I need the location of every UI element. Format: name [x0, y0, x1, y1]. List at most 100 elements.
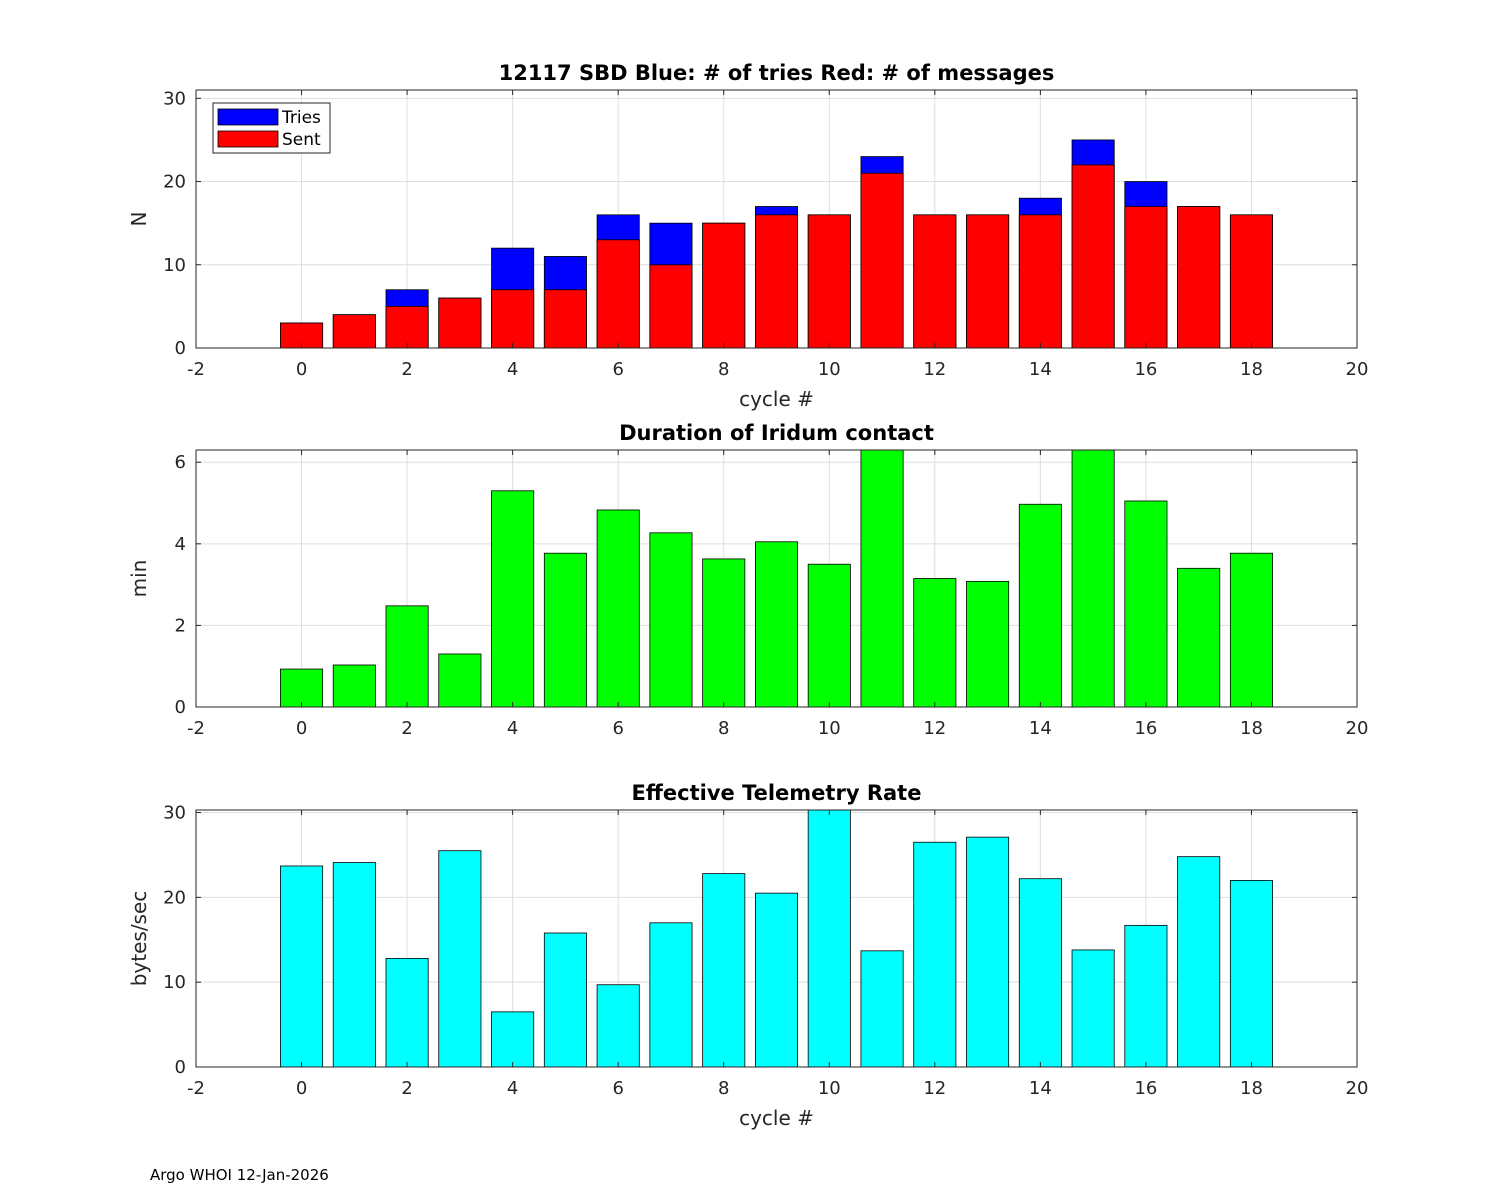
bar-rate-cycle-10	[807, 809, 851, 1068]
y-axis-label: bytes/sec	[127, 891, 151, 987]
y-axis-label: N	[127, 212, 151, 227]
x-tick-label: 0	[296, 359, 307, 380]
bar-sent-cycle-7	[649, 264, 693, 349]
y-tick-label: 6	[175, 452, 186, 473]
bar-rate-cycle-6	[596, 984, 640, 1068]
x-tick-label: 2	[401, 1078, 412, 1099]
bar-sent-cycle-2	[385, 305, 429, 349]
y-tick-label: 10	[163, 255, 186, 276]
x-tick-label: 12	[923, 359, 946, 380]
bar-sent-cycle-13	[966, 214, 1010, 349]
x-tick-label: 8	[718, 359, 729, 380]
y-axis-label: min	[127, 560, 151, 598]
y-tick-label: 0	[175, 1057, 186, 1078]
bar-duration-cycle-8	[702, 558, 746, 708]
bar-duration-cycle-1	[332, 664, 376, 708]
x-tick-label: 16	[1134, 359, 1157, 380]
bar-rate-cycle-11	[860, 950, 904, 1068]
bar-duration-cycle-7	[649, 532, 693, 708]
bar-sent-cycle-18	[1229, 214, 1273, 349]
bar-duration-cycle-18	[1229, 552, 1273, 708]
bar-rate-cycle-5	[543, 932, 587, 1068]
x-tick-label: 18	[1240, 359, 1263, 380]
bar-duration-cycle-13	[966, 580, 1010, 708]
x-tick-label: 14	[1029, 359, 1052, 380]
x-tick-label: 2	[401, 359, 412, 380]
legend-swatch-sent	[217, 130, 279, 148]
y-tick-label: 30	[163, 803, 186, 824]
bar-sent-cycle-4	[491, 289, 535, 349]
bar-rate-cycle-7	[649, 922, 693, 1068]
chart-title: Duration of Iridum contact	[619, 421, 934, 445]
y-tick-label: 10	[163, 972, 186, 993]
chart-title: 12117 SBD Blue: # of tries Red: # of mes…	[499, 61, 1055, 85]
x-tick-label: 4	[507, 1078, 518, 1099]
bar-rate-cycle-18	[1229, 879, 1273, 1068]
bar-rate-cycle-9	[754, 892, 799, 1068]
bar-sent-cycle-1	[332, 314, 376, 349]
bar-rate-cycle-13	[966, 836, 1010, 1068]
x-tick-label: 6	[612, 718, 623, 739]
bar-duration-cycle-9	[754, 541, 799, 708]
axes-box	[195, 89, 1358, 349]
bar-duration-cycle-2	[385, 605, 429, 708]
x-tick-label: 0	[296, 718, 307, 739]
bar-duration-cycle-17	[1177, 567, 1221, 708]
y-tick-label: 20	[163, 172, 186, 193]
bar-sent-cycle-3	[438, 297, 482, 349]
bar-rate-cycle-12	[913, 841, 957, 1068]
x-axis-label: cycle #	[739, 387, 814, 411]
x-tick-label: -2	[187, 718, 205, 739]
legend-label-tries: Tries	[281, 108, 321, 128]
footer-credit: Argo WHOI 12-Jan-2026	[150, 1166, 329, 1184]
bar-duration-cycle-6	[596, 509, 640, 708]
legend-label-sent: Sent	[282, 130, 321, 150]
y-tick-label: 0	[175, 697, 186, 718]
bar-sent-cycle-6	[596, 239, 640, 349]
bar-sent-cycle-17	[1177, 206, 1221, 349]
x-tick-label: 6	[612, 359, 623, 380]
x-tick-label: -2	[187, 1078, 205, 1099]
bar-duration-cycle-10	[807, 563, 851, 708]
x-tick-label: 6	[612, 1078, 623, 1099]
chart-title: Effective Telemetry Rate	[632, 781, 922, 805]
bar-duration-cycle-4	[491, 490, 535, 708]
bar-rate-cycle-3	[438, 850, 482, 1068]
bar-sent-cycle-10	[807, 214, 851, 349]
x-tick-label: 12	[923, 718, 946, 739]
bar-duration-cycle-3	[438, 653, 482, 708]
bar-sent-cycle-14	[1018, 214, 1062, 349]
bar-sent-cycle-12	[913, 214, 957, 349]
bar-duration-cycle-12	[913, 578, 957, 708]
x-tick-label: 14	[1029, 1078, 1052, 1099]
bar-sent-cycle-15	[1071, 164, 1115, 349]
x-tick-label: 4	[507, 359, 518, 380]
x-tick-label: 20	[1346, 359, 1369, 380]
bar-rate-cycle-8	[702, 873, 746, 1068]
bar-duration-cycle-11	[860, 449, 904, 708]
y-tick-label: 20	[163, 887, 186, 908]
x-tick-label: 18	[1240, 1078, 1263, 1099]
bar-duration-cycle-5	[543, 552, 587, 708]
x-tick-label: 14	[1029, 718, 1052, 739]
bar-rate-cycle-17	[1177, 856, 1221, 1068]
bar-rate-cycle-1	[332, 862, 376, 1068]
bar-sent-cycle-8	[702, 222, 746, 349]
x-tick-label: 12	[923, 1078, 946, 1099]
bar-rate-cycle-14	[1018, 878, 1062, 1068]
x-tick-label: 2	[401, 718, 412, 739]
bar-duration-cycle-15	[1071, 449, 1115, 708]
x-tick-label: 8	[718, 1078, 729, 1099]
x-tick-label: 10	[818, 359, 841, 380]
bar-rate-cycle-4	[491, 1011, 535, 1068]
bar-rate-cycle-15	[1071, 949, 1115, 1068]
bar-duration-cycle-14	[1018, 503, 1062, 708]
x-tick-label: 8	[718, 718, 729, 739]
legend-swatch-tries	[217, 108, 279, 126]
bar-sent-cycle-5	[543, 289, 587, 349]
y-tick-label: 30	[163, 88, 186, 109]
